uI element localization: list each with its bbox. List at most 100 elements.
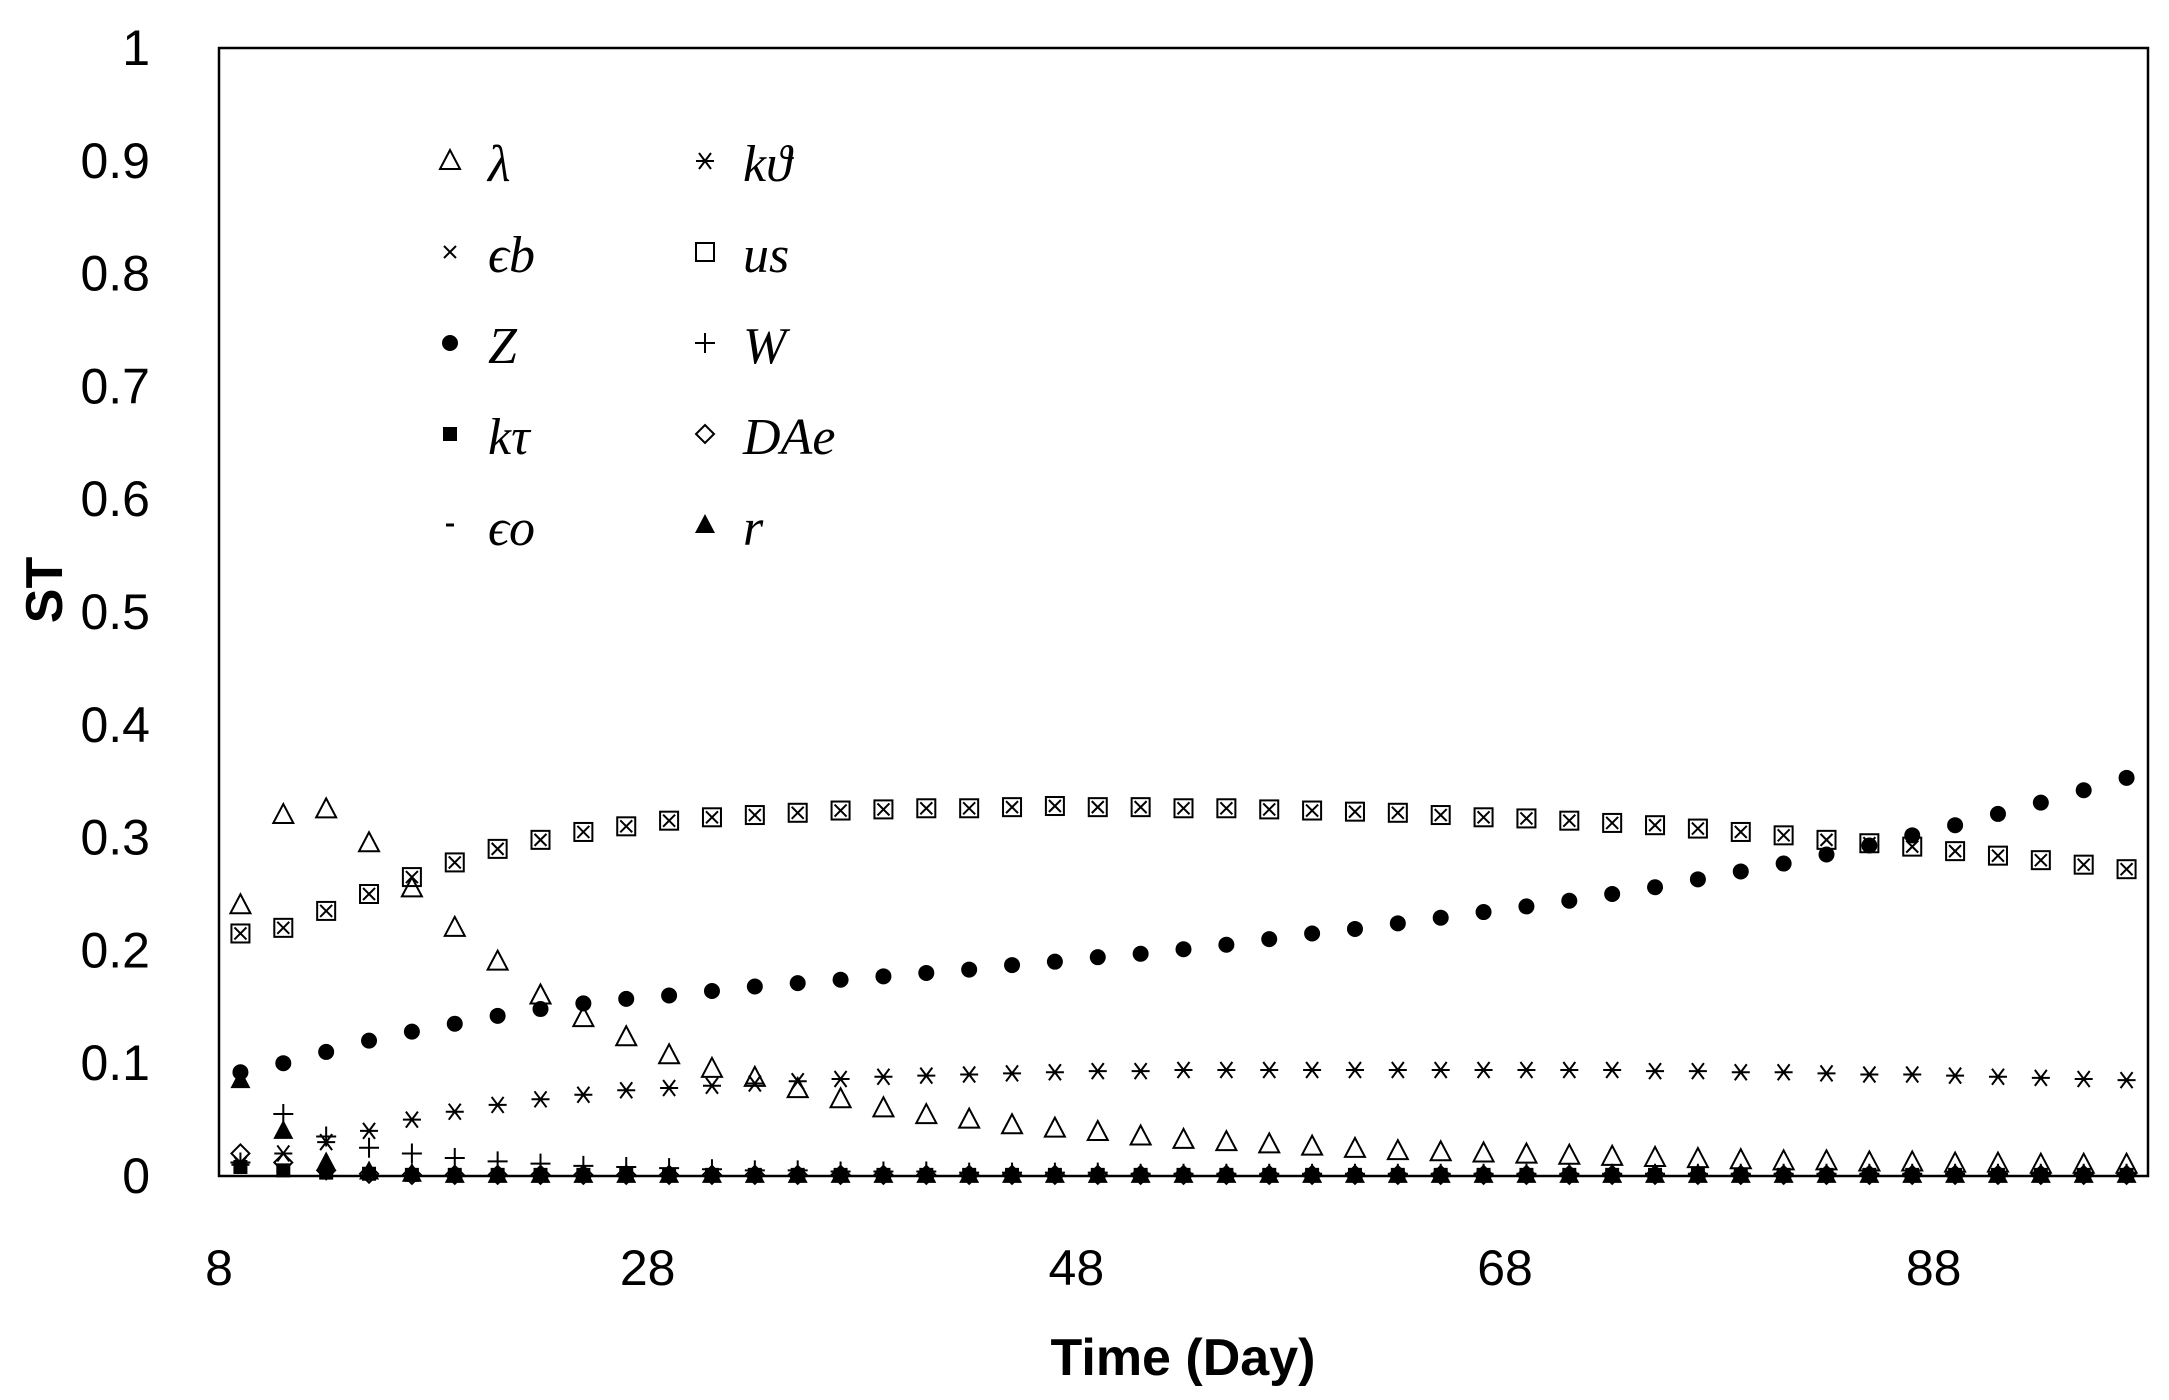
data-point-us [1730,821,1751,842]
data-point-us [959,798,980,819]
data-point-dae [1773,1164,1795,1186]
data-point-r [1259,1163,1280,1183]
data-point-ktheta [1174,1061,1193,1079]
data-point-z [1947,817,1964,834]
data-point-z [1046,953,1063,970]
data-point-z [1775,855,1792,872]
data-point-epsilonb [619,819,633,834]
data-point-dae [2073,1164,2095,1186]
data-point-r [1044,1163,1065,1183]
data-point-epsilonb [448,855,462,870]
data-point-us [1173,798,1194,819]
data-point-us [1002,797,1023,818]
y-axis: 0 0.1 0.2 0.3 0.4 0.5 0.6 0.7 0.8 0.9 1 [80,20,150,1204]
data-point-us [616,816,637,837]
data-point-epsilonb [2076,857,2091,872]
data-point-epsilonb [962,801,976,815]
data-point-us [573,821,594,842]
data-point-dae [2116,1164,2137,1186]
legend-label: kϑ [743,136,794,193]
legend-marker-w [695,333,715,353]
data-point-z [1732,863,1749,880]
data-point-z [1432,909,1449,926]
y-tick-label: 0.1 [80,1035,150,1091]
data-point-dae [444,1164,466,1186]
data-point-dae [1516,1164,1537,1186]
data-point-us [1130,797,1151,818]
data-point-epsilonb [319,904,333,918]
data-point-lambda [1386,1138,1410,1161]
legend-item-ktheta: kϑ [696,136,794,193]
data-point-r [1387,1163,1408,1183]
data-point-epsilonb [1262,802,1276,817]
data-point-r [444,1163,465,1183]
legend-label: r [743,500,764,557]
data-point-epsilonb [1219,801,1234,815]
data-point-dae [873,1164,894,1186]
data-point-r [1430,1163,1451,1183]
data-point-r [659,1163,680,1183]
data-point-z [1175,941,1192,958]
data-point-us [830,800,851,821]
y-axis-title: ST [16,557,74,624]
data-point-z [1818,846,1835,863]
data-point-epsilonb [1776,828,1791,843]
data-point-ktheta [1860,1065,1879,1084]
data-point-ktheta [745,1074,764,1093]
data-point-us [1987,845,2008,866]
y-tick-label: 0.2 [80,922,150,978]
data-point-us [1602,812,1623,833]
data-point-us [316,900,337,921]
data-point-r [1473,1163,1494,1183]
data-point-lambda [271,801,295,825]
data-point-r [1002,1163,1023,1183]
data-point-dae [1644,1164,1666,1186]
data-point-epsilonb [1091,800,1105,814]
legend-item-us: us [695,227,789,284]
data-point-us [2073,854,2094,875]
data-point-epsilonb [919,801,934,815]
data-point-dae [530,1164,551,1186]
data-point-z [1689,871,1706,888]
data-point-r [916,1163,937,1183]
legend-label: λ [486,136,511,193]
data-point-us [1559,810,1580,831]
data-point-lambda [1429,1139,1453,1162]
data-point-epsilonb [662,813,676,828]
data-point-ktheta [488,1096,507,1114]
x-axis-title: Time (Day) [1051,1329,1316,1387]
data-point-epsilonb [405,870,419,884]
data-point-dae [1987,1164,2009,1186]
data-point-r [273,1119,294,1139]
data-point-ktheta [1988,1068,2007,1086]
legend-label: us [743,227,789,284]
data-point-r [744,1163,765,1183]
data-point-r [1687,1163,1708,1183]
data-point-epsilonb [748,808,762,822]
legend-item-epsilono: ϵo [446,500,535,557]
data-point-z [1989,805,2006,822]
legend-item-epsilonb: ϵb [443,227,535,284]
data-point-r [2116,1163,2137,1183]
data-point-us [1387,802,1408,823]
data-point-dae [1173,1164,1194,1186]
series-us [230,796,2137,944]
series-epsilonb [233,799,2134,941]
y-tick-label: 0.8 [80,246,150,302]
data-point-z [1389,915,1406,932]
data-point-dae [958,1164,980,1186]
data-point-ktheta [702,1077,721,1095]
data-point-lambda [700,1055,724,1078]
data-point-us [530,829,551,850]
data-point-r [1602,1163,1623,1183]
data-point-z [1475,904,1492,921]
y-tick-label: 0 [122,1148,150,1204]
data-point-lambda [485,948,510,971]
data-point-epsilonb [705,810,719,825]
data-point-z [575,995,592,1012]
legend-item-z: Z [442,318,518,375]
data-point-lambda [1300,1133,1324,1156]
series-r [230,1069,2137,1183]
legend-item-ktau: kτ [443,409,532,466]
data-point-ktheta [1817,1064,1836,1082]
